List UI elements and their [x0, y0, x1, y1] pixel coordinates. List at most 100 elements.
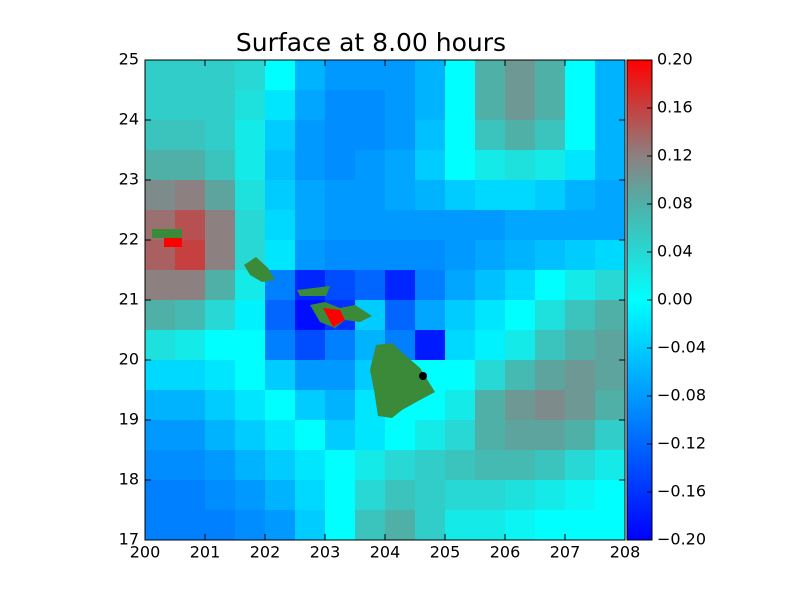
cell	[175, 360, 206, 391]
cell	[265, 300, 296, 331]
cell	[385, 180, 416, 211]
cell	[595, 420, 626, 451]
cell	[205, 270, 236, 301]
cell	[535, 510, 566, 541]
cell	[295, 120, 326, 151]
x-tick-label: 207	[550, 543, 581, 562]
cell	[415, 420, 446, 451]
cell	[265, 60, 296, 91]
cell	[535, 480, 566, 511]
y-tick-label: 22	[119, 230, 139, 249]
cell	[505, 420, 536, 451]
cell	[265, 120, 296, 151]
cell	[265, 180, 296, 211]
cell	[415, 240, 446, 271]
cell	[235, 180, 266, 211]
cell	[565, 60, 596, 91]
colorbar-tick-label: −0.16	[657, 482, 706, 501]
cell	[565, 210, 596, 241]
cell	[445, 300, 476, 331]
cell	[325, 180, 356, 211]
cell	[295, 60, 326, 91]
cell	[325, 240, 356, 271]
cell	[145, 360, 176, 391]
cell	[205, 180, 236, 211]
cell	[385, 90, 416, 121]
cell	[445, 480, 476, 511]
cell	[325, 360, 356, 391]
cell	[175, 270, 206, 301]
cell	[355, 180, 386, 211]
colorbar-tick-label: −0.20	[657, 530, 706, 549]
cell	[505, 90, 536, 121]
cell	[355, 90, 386, 121]
cell	[385, 480, 416, 511]
cell	[295, 180, 326, 211]
cell	[475, 180, 506, 211]
cell	[235, 120, 266, 151]
island	[297, 286, 330, 296]
cell	[445, 90, 476, 121]
cell	[535, 360, 566, 391]
x-tick-label: 203	[310, 543, 341, 562]
cell	[205, 90, 236, 121]
colorbar-tick-label: −0.08	[657, 386, 706, 405]
cell	[385, 270, 416, 301]
cell	[295, 90, 326, 121]
cell	[235, 390, 266, 421]
colorbar-tick-label: 0.12	[657, 146, 693, 165]
cell	[355, 60, 386, 91]
island-patch	[323, 308, 345, 327]
cell	[505, 510, 536, 541]
cell	[145, 180, 176, 211]
cell	[235, 510, 266, 541]
cell	[415, 60, 446, 91]
cell	[445, 420, 476, 451]
cell	[475, 390, 506, 421]
cell	[445, 210, 476, 241]
cell	[595, 330, 626, 361]
cell	[475, 300, 506, 331]
cell	[145, 480, 176, 511]
cell	[385, 300, 416, 331]
cell	[565, 180, 596, 211]
cell	[295, 390, 326, 421]
cell	[175, 390, 206, 421]
cell	[475, 270, 506, 301]
cell	[145, 120, 176, 151]
cell	[505, 390, 536, 421]
island	[244, 257, 275, 282]
cell	[565, 330, 596, 361]
cell	[445, 180, 476, 211]
cell	[355, 450, 386, 481]
cell	[565, 360, 596, 391]
cell	[505, 210, 536, 241]
cell	[595, 210, 626, 241]
cell	[235, 360, 266, 391]
cell	[415, 180, 446, 211]
cell	[445, 60, 476, 91]
cell	[535, 300, 566, 331]
cell	[535, 90, 566, 121]
x-tick-label: 201	[190, 543, 221, 562]
cell	[145, 60, 176, 91]
colorbar-tick-label: 0.20	[657, 50, 693, 69]
cell	[445, 120, 476, 151]
cell	[145, 330, 176, 361]
cell	[175, 180, 206, 211]
cell	[265, 420, 296, 451]
heatmap	[145, 60, 626, 541]
cell	[475, 240, 506, 271]
y-tick-label: 20	[119, 350, 139, 369]
cell	[175, 330, 206, 361]
colorbar-tick-label: −0.04	[657, 338, 706, 357]
cell	[385, 210, 416, 241]
cell	[295, 210, 326, 241]
cell	[355, 210, 386, 241]
cell	[595, 300, 626, 331]
cell	[265, 510, 296, 541]
cell	[535, 450, 566, 481]
cell	[355, 270, 386, 301]
cell	[535, 180, 566, 211]
